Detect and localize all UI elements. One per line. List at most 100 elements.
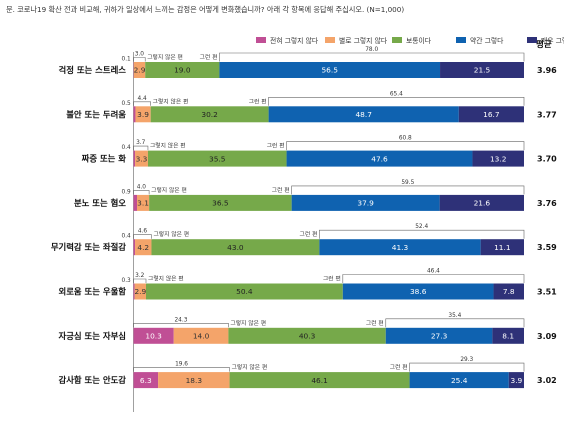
small-segment-label: 0.1 bbox=[122, 57, 132, 63]
segment-label: 56.5 bbox=[321, 66, 338, 75]
bar-segment bbox=[145, 62, 220, 78]
positive-bracket bbox=[286, 141, 525, 151]
segment-label: 35.5 bbox=[209, 154, 226, 163]
segment-label: 46.1 bbox=[311, 376, 328, 385]
average-value: 3.02 bbox=[537, 376, 557, 385]
legend-swatch bbox=[527, 37, 537, 43]
segment-label: 3.9 bbox=[137, 110, 149, 119]
category-label: 외로움 또는 우울함 bbox=[59, 287, 127, 297]
bar-segment bbox=[472, 150, 524, 167]
positive-bracket bbox=[219, 52, 525, 62]
segment-label: 36.5 bbox=[212, 199, 229, 208]
bar-segment bbox=[133, 194, 138, 211]
bar-segment bbox=[291, 194, 440, 211]
positive-total: 78.0 bbox=[365, 47, 378, 53]
segment-label: 3.9 bbox=[511, 376, 523, 385]
small-segment-label: 0.4 bbox=[122, 145, 132, 151]
bar-segment bbox=[342, 283, 494, 300]
bar-segment bbox=[133, 239, 136, 256]
bar-segment bbox=[268, 106, 459, 123]
bar-row: 4.2 43.0 41.3 11.1 0.4 무기력감 또는 좌절감 3.59 4.6 그렇지 … bbox=[51, 224, 557, 256]
segment-label: 48.7 bbox=[355, 110, 372, 119]
negative-total: 4.4 bbox=[137, 96, 147, 102]
bar-segment bbox=[137, 194, 150, 211]
positive-group-label: 그런 편 bbox=[249, 97, 267, 105]
positive-total: 60.8 bbox=[399, 136, 412, 142]
legend-swatch bbox=[392, 37, 402, 43]
segment-label: 3.3 bbox=[136, 154, 148, 163]
category-label: 자긍심 또는 자부심 bbox=[59, 331, 126, 341]
negative-total: 24.3 bbox=[174, 317, 187, 323]
segment-label: 41.3 bbox=[392, 243, 409, 252]
legend-label: 별로 그렇지 않다 bbox=[339, 36, 388, 45]
legend-label: 약간 그렇다 bbox=[470, 36, 504, 45]
average-value: 3.76 bbox=[537, 199, 557, 208]
positive-bracket bbox=[385, 318, 525, 328]
bar-segment bbox=[439, 194, 524, 211]
category-label: 감사함 또는 안도감 bbox=[59, 375, 127, 385]
legend-label: 보통이다 bbox=[406, 36, 432, 45]
negative-bracket bbox=[133, 57, 146, 62]
segment-label: 37.9 bbox=[357, 199, 374, 208]
positive-total: 29.3 bbox=[460, 357, 473, 363]
positive-bracket bbox=[409, 362, 525, 372]
positive-group-label: 그런 편 bbox=[390, 363, 408, 371]
bar-row: 10.3 14.0 40.3 27.3 8.1 자긍심 또는 자부심 3.09 24.3 그렇지… bbox=[59, 313, 557, 344]
bar-row: 6.3 18.3 46.1 25.4 3.9 감사함 또는 안도감 3.02 19.6 그렇지 … bbox=[59, 357, 557, 389]
segment-label: 10.3 bbox=[145, 332, 162, 341]
segment-label: 47.6 bbox=[371, 154, 388, 163]
bar-segment bbox=[219, 62, 441, 78]
bar-segment bbox=[492, 327, 524, 344]
segment-label: 4.2 bbox=[137, 243, 149, 252]
average-value: 3.09 bbox=[537, 332, 557, 341]
bar-segment bbox=[133, 327, 174, 344]
bar-segment bbox=[440, 62, 524, 78]
segment-label: 14.0 bbox=[193, 332, 210, 341]
bar-segment bbox=[145, 283, 343, 300]
positive-total: 52.4 bbox=[415, 224, 428, 230]
bar-segment bbox=[458, 106, 524, 123]
bar-segment bbox=[133, 106, 136, 123]
negative-bracket bbox=[133, 367, 230, 372]
segment-label: 16.7 bbox=[483, 110, 500, 119]
bar-segment bbox=[158, 372, 230, 389]
negative-bracket bbox=[133, 101, 151, 106]
negative-bracket bbox=[133, 234, 152, 239]
segment-label: 11.1 bbox=[494, 243, 511, 252]
legend-label: 매우 그렇다 bbox=[541, 36, 564, 45]
positive-total: 65.4 bbox=[390, 91, 403, 97]
segment-label: 50.4 bbox=[236, 287, 253, 296]
bar-row: 3.1 36.5 37.9 21.6 0.9 분노 또는 혐오 3.76 4.0 그렇지 않은 … bbox=[74, 180, 557, 211]
positive-bracket bbox=[342, 274, 525, 283]
bar-segment bbox=[133, 283, 135, 300]
positive-group-label: 그런 편 bbox=[300, 230, 318, 238]
legend-swatch bbox=[256, 37, 266, 43]
legend-label: 전혀 그렇지 않다 bbox=[270, 36, 319, 45]
segment-label: 3.1 bbox=[137, 199, 149, 208]
bar-segment bbox=[409, 372, 509, 389]
segment-label: 30.2 bbox=[201, 110, 217, 119]
bar-segment bbox=[228, 327, 386, 344]
legend-swatch bbox=[456, 37, 466, 43]
bar-segment bbox=[319, 239, 481, 256]
question-text: 문. 코로나19 확산 전과 비교해, 귀하가 일상에서 느끼는 감정은 어떻게… bbox=[6, 5, 404, 14]
negative-total: 3.7 bbox=[136, 140, 146, 146]
bar-segment bbox=[480, 239, 524, 256]
positive-bracket bbox=[268, 97, 525, 106]
bar-segment bbox=[493, 283, 524, 300]
positive-group-label: 그런 편 bbox=[366, 319, 384, 327]
negative-group-label: 그렇지 않은 편 bbox=[153, 230, 189, 238]
bar-segment bbox=[133, 150, 136, 167]
segment-label: 2.9 bbox=[134, 66, 146, 75]
negative-group-label: 그렇지 않은 편 bbox=[150, 142, 186, 150]
negative-total: 3.0 bbox=[135, 52, 145, 58]
average-header: 평균 bbox=[536, 38, 552, 50]
negative-total: 3.2 bbox=[135, 273, 145, 279]
bar-segment bbox=[135, 106, 151, 123]
average-value: 3.77 bbox=[537, 110, 557, 119]
negative-group-label: 그렇지 않은 편 bbox=[153, 97, 189, 105]
bar-segment bbox=[173, 327, 229, 344]
negative-total: 4.6 bbox=[138, 229, 148, 235]
